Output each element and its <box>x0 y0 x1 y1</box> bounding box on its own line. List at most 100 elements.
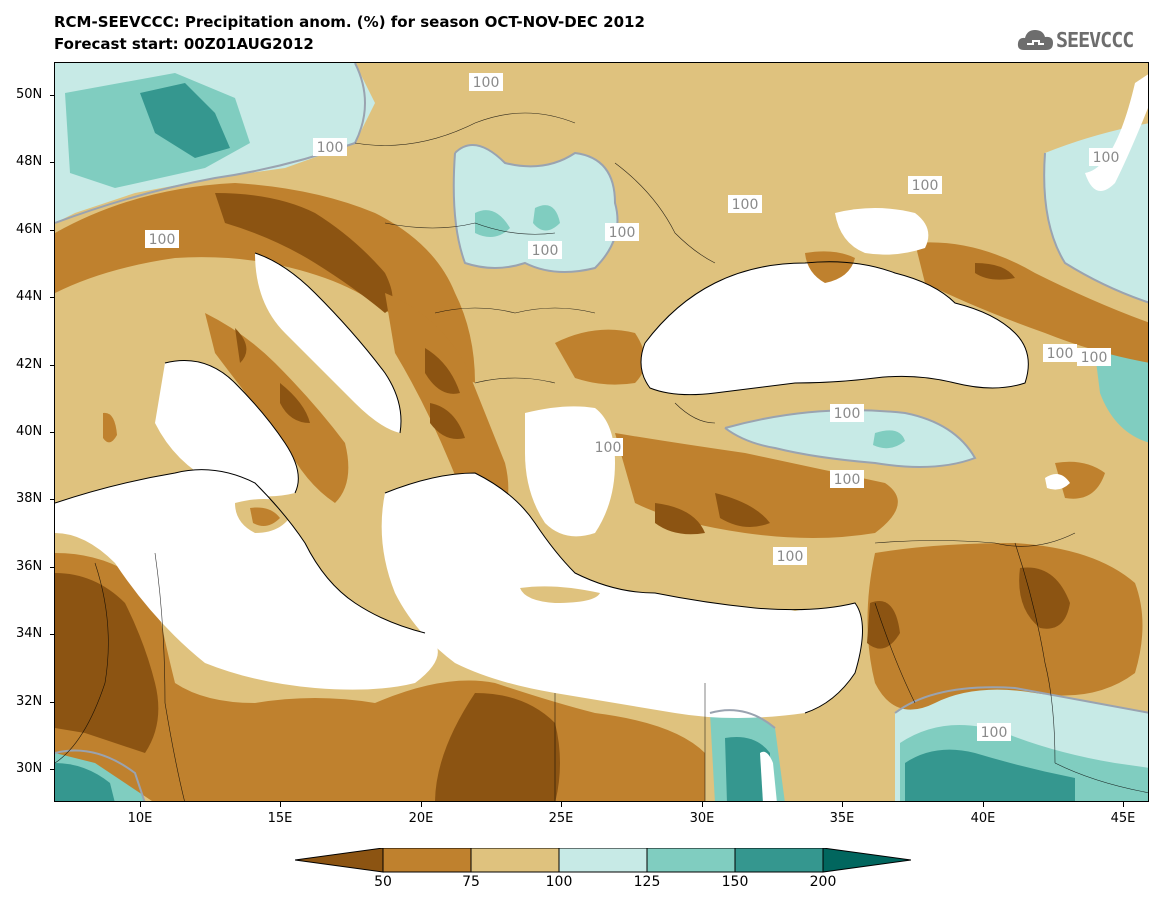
lat-tick <box>50 162 55 163</box>
dry-zone-egypt-core <box>435 693 560 801</box>
sea-tyrrhenian <box>155 360 299 497</box>
lon-tick-label: 10E <box>127 811 153 826</box>
lon-tick <box>842 802 843 807</box>
wet-zone-pannonia-core <box>475 205 560 237</box>
island-sardinia-core <box>103 412 117 443</box>
lat-tick-label: 36N <box>16 559 43 574</box>
wet-zone-alps-north-peak <box>140 83 230 158</box>
contour-label: 100 <box>981 725 1008 741</box>
coastlines <box>55 252 1029 714</box>
lon-tick-label: 45E <box>1110 811 1136 826</box>
colorbar-tick-label: 125 <box>633 874 661 890</box>
lon-tick <box>1123 802 1124 807</box>
dry-zone-caucasus-south <box>1055 461 1105 499</box>
lat-tick-label: 42N <box>16 357 43 372</box>
map-canvas: 100 100 100 100 100 100 100 100 100 100 <box>55 63 1148 801</box>
sea-mediterranean-east <box>381 473 863 718</box>
contour-label: 100 <box>834 472 861 488</box>
lon-tick <box>140 802 141 807</box>
lat-tick <box>50 634 55 635</box>
lon-tick-label: 25E <box>548 811 574 826</box>
lat-tick-label: 30N <box>16 761 43 776</box>
sea-mediterranean-west <box>55 469 438 690</box>
colorbar-segment-below-50 <box>295 848 384 873</box>
contour-label: 100 <box>834 406 861 422</box>
lon-tick <box>983 802 984 807</box>
contour-label: 100 <box>317 140 344 156</box>
contour-label: 100 <box>473 75 500 91</box>
lon-tick <box>702 802 703 807</box>
lat-tick <box>50 95 55 96</box>
colorbar-segment-above-200 <box>822 848 911 873</box>
colorbar <box>295 848 911 873</box>
lat-tick-label: 40N <box>16 424 43 439</box>
colorbar-tick-label: 75 <box>462 874 480 890</box>
lat-tick <box>50 567 55 568</box>
sea-adriatic <box>255 253 401 433</box>
dry-zone-turkey-core <box>655 493 770 535</box>
lat-tick <box>50 499 55 500</box>
lat-tick-label: 38N <box>16 491 43 506</box>
lat-tick <box>50 365 55 366</box>
lat-tick <box>50 297 55 298</box>
lon-tick <box>280 802 281 807</box>
lon-tick-label: 40E <box>970 811 996 826</box>
lon-tick-label: 20E <box>408 811 434 826</box>
lon-tick-label: 35E <box>829 811 855 826</box>
map-title: RCM-SEEVCCC: Precipitation anom. (%) for… <box>54 13 645 31</box>
lon-tick-label: 15E <box>267 811 293 826</box>
dry-zone-alps-south-core <box>215 193 393 313</box>
contour-label: 100 <box>149 232 176 248</box>
wet-zone-anatolia <box>725 410 975 467</box>
lon-tick <box>421 802 422 807</box>
wet-zone-algeria-core <box>55 763 115 801</box>
wet-zone-arabia-core <box>905 749 1075 801</box>
contour-label: 100 <box>777 549 804 565</box>
lat-tick-label: 48N <box>16 154 43 169</box>
colorbar-segment-125-150 <box>646 848 736 873</box>
sea-black <box>641 261 1029 395</box>
sea-azov <box>835 208 929 255</box>
colorbar-tick-label: 200 <box>809 874 837 890</box>
lat-tick <box>50 769 55 770</box>
dry-zone-crimea-east-core <box>975 263 1015 280</box>
lat-tick-label: 32N <box>16 694 43 709</box>
seevccc-logo: SEEVCCC <box>1016 22 1156 56</box>
colorbar-tick-label: 50 <box>374 874 392 890</box>
contour-labels: 100 100 100 100 100 100 100 100 100 100 <box>145 73 1123 741</box>
contour-label: 100 <box>732 197 759 213</box>
country-borders <box>55 112 1148 801</box>
lat-tick-label: 34N <box>16 626 43 641</box>
island-corsica <box>104 346 125 382</box>
lat-tick-label: 44N <box>16 289 43 304</box>
lat-tick-label: 50N <box>16 87 43 102</box>
dry-zone-balkans-core <box>425 348 465 439</box>
contour-label: 100 <box>1047 346 1074 362</box>
dry-zone-turkey <box>615 433 898 538</box>
lat-tick <box>50 230 55 231</box>
colorbar-tick-label: 150 <box>721 874 749 890</box>
colorbar-segment-75-100 <box>470 848 560 873</box>
colorbar-segment-50-75 <box>382 848 472 873</box>
sea-red-gulf <box>760 751 777 801</box>
dry-zone-bulgaria <box>555 329 645 385</box>
contour-label: 100 <box>595 440 622 456</box>
dry-zone-italy-core <box>235 328 310 423</box>
precipitation-anomaly-map: 100 100 100 100 100 100 100 100 100 100 <box>54 62 1149 802</box>
contour-label: 100 <box>1093 150 1120 166</box>
forecast-start-subtitle: Forecast start: 00Z01AUG2012 <box>54 35 314 53</box>
sea-caspian-edge <box>1085 74 1148 191</box>
lat-tick <box>50 702 55 703</box>
wet-zone-caucasus <box>1095 351 1148 443</box>
colorbar-tick-label: 100 <box>545 874 573 890</box>
sea-aegean <box>525 406 615 537</box>
dry-zone-iraq-core <box>1019 567 1070 629</box>
colorbar-segment-100-125 <box>558 848 648 873</box>
island-sicily-core <box>250 507 280 527</box>
contour-label: 100 <box>609 225 636 241</box>
island-crete <box>520 586 600 603</box>
crimea <box>805 251 855 283</box>
contour-100-lines <box>55 63 1148 801</box>
wet-zone-sinai-core <box>725 737 770 801</box>
lat-tick <box>50 432 55 433</box>
